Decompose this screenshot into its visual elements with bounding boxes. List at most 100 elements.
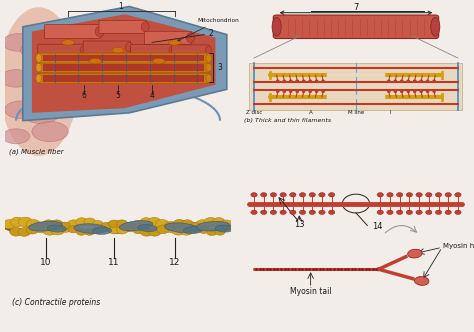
Ellipse shape: [187, 33, 194, 43]
Circle shape: [42, 225, 57, 235]
Circle shape: [309, 90, 312, 93]
Text: 10: 10: [40, 258, 51, 267]
Circle shape: [76, 218, 88, 226]
Ellipse shape: [408, 249, 422, 258]
Circle shape: [406, 90, 410, 93]
Circle shape: [315, 90, 319, 93]
Circle shape: [179, 225, 194, 235]
Ellipse shape: [80, 45, 88, 55]
Circle shape: [387, 210, 393, 214]
Circle shape: [328, 210, 335, 214]
Circle shape: [155, 219, 169, 229]
Circle shape: [270, 193, 277, 197]
Text: Z disc: Z disc: [246, 110, 262, 115]
Text: Myosin tail: Myosin tail: [290, 287, 332, 296]
Ellipse shape: [36, 74, 42, 83]
Circle shape: [34, 223, 49, 233]
FancyBboxPatch shape: [172, 45, 210, 55]
Circle shape: [435, 193, 442, 197]
Circle shape: [92, 226, 103, 233]
Circle shape: [276, 79, 280, 82]
Circle shape: [396, 193, 403, 197]
Circle shape: [270, 210, 277, 214]
Circle shape: [295, 79, 299, 82]
Circle shape: [309, 210, 315, 214]
Circle shape: [290, 210, 296, 214]
Ellipse shape: [28, 221, 63, 231]
Ellipse shape: [0, 70, 32, 87]
Circle shape: [419, 90, 423, 93]
Ellipse shape: [183, 226, 202, 234]
Circle shape: [406, 193, 412, 197]
Circle shape: [309, 193, 315, 197]
Circle shape: [406, 210, 412, 214]
Circle shape: [283, 79, 286, 82]
Text: (b) Thick and thin filaments: (b) Thick and thin filaments: [245, 118, 331, 123]
Text: 11: 11: [108, 258, 119, 267]
Ellipse shape: [89, 58, 101, 64]
Circle shape: [393, 90, 397, 93]
Ellipse shape: [92, 227, 112, 234]
Ellipse shape: [36, 54, 42, 62]
Circle shape: [3, 220, 16, 229]
Ellipse shape: [62, 40, 74, 45]
Circle shape: [204, 217, 218, 227]
Circle shape: [261, 210, 267, 214]
Ellipse shape: [126, 42, 133, 52]
Circle shape: [321, 90, 325, 93]
Circle shape: [280, 210, 286, 214]
Text: 12: 12: [169, 258, 181, 267]
Circle shape: [76, 228, 86, 235]
FancyBboxPatch shape: [83, 41, 130, 53]
Text: A: A: [309, 110, 312, 115]
Ellipse shape: [164, 223, 198, 233]
Ellipse shape: [74, 224, 108, 233]
Text: M line: M line: [348, 110, 364, 115]
Circle shape: [117, 220, 128, 228]
Circle shape: [416, 193, 422, 197]
Circle shape: [290, 193, 296, 197]
Ellipse shape: [0, 7, 78, 156]
Text: (a) Muscle fiber: (a) Muscle fiber: [9, 148, 64, 155]
Text: 13: 13: [294, 220, 305, 229]
Circle shape: [400, 79, 403, 82]
FancyBboxPatch shape: [43, 55, 204, 61]
Circle shape: [109, 226, 119, 234]
Ellipse shape: [47, 225, 66, 232]
Text: 4: 4: [150, 91, 155, 100]
Circle shape: [377, 193, 383, 197]
Ellipse shape: [32, 122, 68, 141]
Text: 7: 7: [353, 3, 359, 12]
Ellipse shape: [119, 221, 153, 231]
Circle shape: [315, 79, 319, 82]
Circle shape: [59, 223, 73, 232]
Circle shape: [18, 227, 30, 236]
Circle shape: [163, 223, 178, 232]
Circle shape: [125, 222, 136, 230]
FancyBboxPatch shape: [144, 31, 191, 44]
Circle shape: [302, 79, 306, 82]
Text: 3: 3: [218, 63, 223, 72]
Circle shape: [67, 220, 80, 229]
Ellipse shape: [5, 101, 36, 119]
Circle shape: [117, 226, 128, 234]
Circle shape: [319, 210, 325, 214]
Ellipse shape: [141, 22, 149, 32]
Circle shape: [92, 220, 103, 228]
Polygon shape: [23, 6, 227, 121]
Circle shape: [221, 220, 233, 228]
Circle shape: [400, 90, 403, 93]
Ellipse shape: [196, 221, 230, 231]
Circle shape: [289, 90, 292, 93]
Ellipse shape: [112, 47, 124, 53]
Ellipse shape: [206, 46, 212, 54]
FancyBboxPatch shape: [131, 44, 173, 56]
Circle shape: [100, 224, 111, 231]
Ellipse shape: [2, 34, 34, 51]
Text: 14: 14: [372, 222, 383, 231]
FancyBboxPatch shape: [38, 44, 85, 56]
Circle shape: [26, 225, 38, 234]
Ellipse shape: [95, 26, 105, 37]
Ellipse shape: [25, 62, 66, 85]
FancyBboxPatch shape: [38, 62, 210, 72]
